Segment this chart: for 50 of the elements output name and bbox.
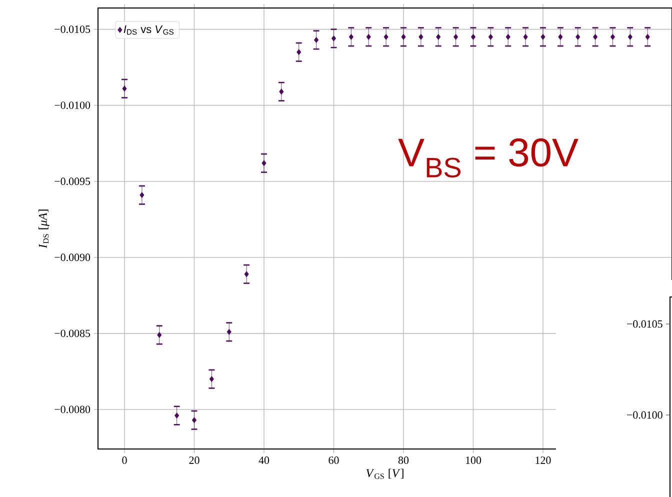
point [558,34,563,40]
point [262,160,266,166]
point [349,34,354,40]
point [454,34,458,40]
y-axis-title: I$_{DS}$ [μA] [38,210,50,248]
point [174,412,179,418]
point [488,34,493,40]
y-tick-label: −0.0085 [54,330,90,338]
x-tick-label: 20 [189,456,200,464]
x-tick-label: 100 [466,456,482,464]
x-tick-label: 80 [398,456,409,464]
point [610,34,615,40]
point [314,37,318,43]
point [471,34,476,40]
point [140,192,144,198]
legend-label: I$_{DS}$ vs V$_{GS}$ [124,25,174,35]
annotation: V$_{BS}$ = 30V [398,138,578,178]
point [244,271,249,277]
x-tick-label: 0 [122,456,127,464]
point [210,376,214,382]
point [366,34,371,40]
point [384,34,388,40]
point [418,34,424,40]
point [401,34,406,40]
y-tick-label: −0.0100 [54,102,90,110]
point [593,34,598,40]
y-tick-label: −0.0090 [54,254,90,262]
point [296,49,302,55]
point [122,86,127,92]
point [192,417,196,423]
x-axis-title: V$_{GS}$ [V] [366,468,404,479]
point [436,34,441,40]
point [226,329,232,335]
y-tick-label: −0.0080 [54,406,90,414]
point [576,34,580,40]
point [332,36,336,42]
point [523,34,528,40]
y-tick-label: −0.0105 [54,26,90,34]
point [157,332,162,338]
point [540,34,546,40]
point [628,34,632,40]
x-tick-label: 60 [328,456,339,464]
x-tick-label: 120 [536,456,551,464]
point [645,34,650,40]
point [279,88,284,94]
point [506,34,510,40]
y-tick-label: −0.0095 [54,178,90,186]
annotation: −0.0100 [627,411,662,419]
x-tick-label: 40 [258,456,270,464]
annotation: −0.0105 [627,320,662,328]
